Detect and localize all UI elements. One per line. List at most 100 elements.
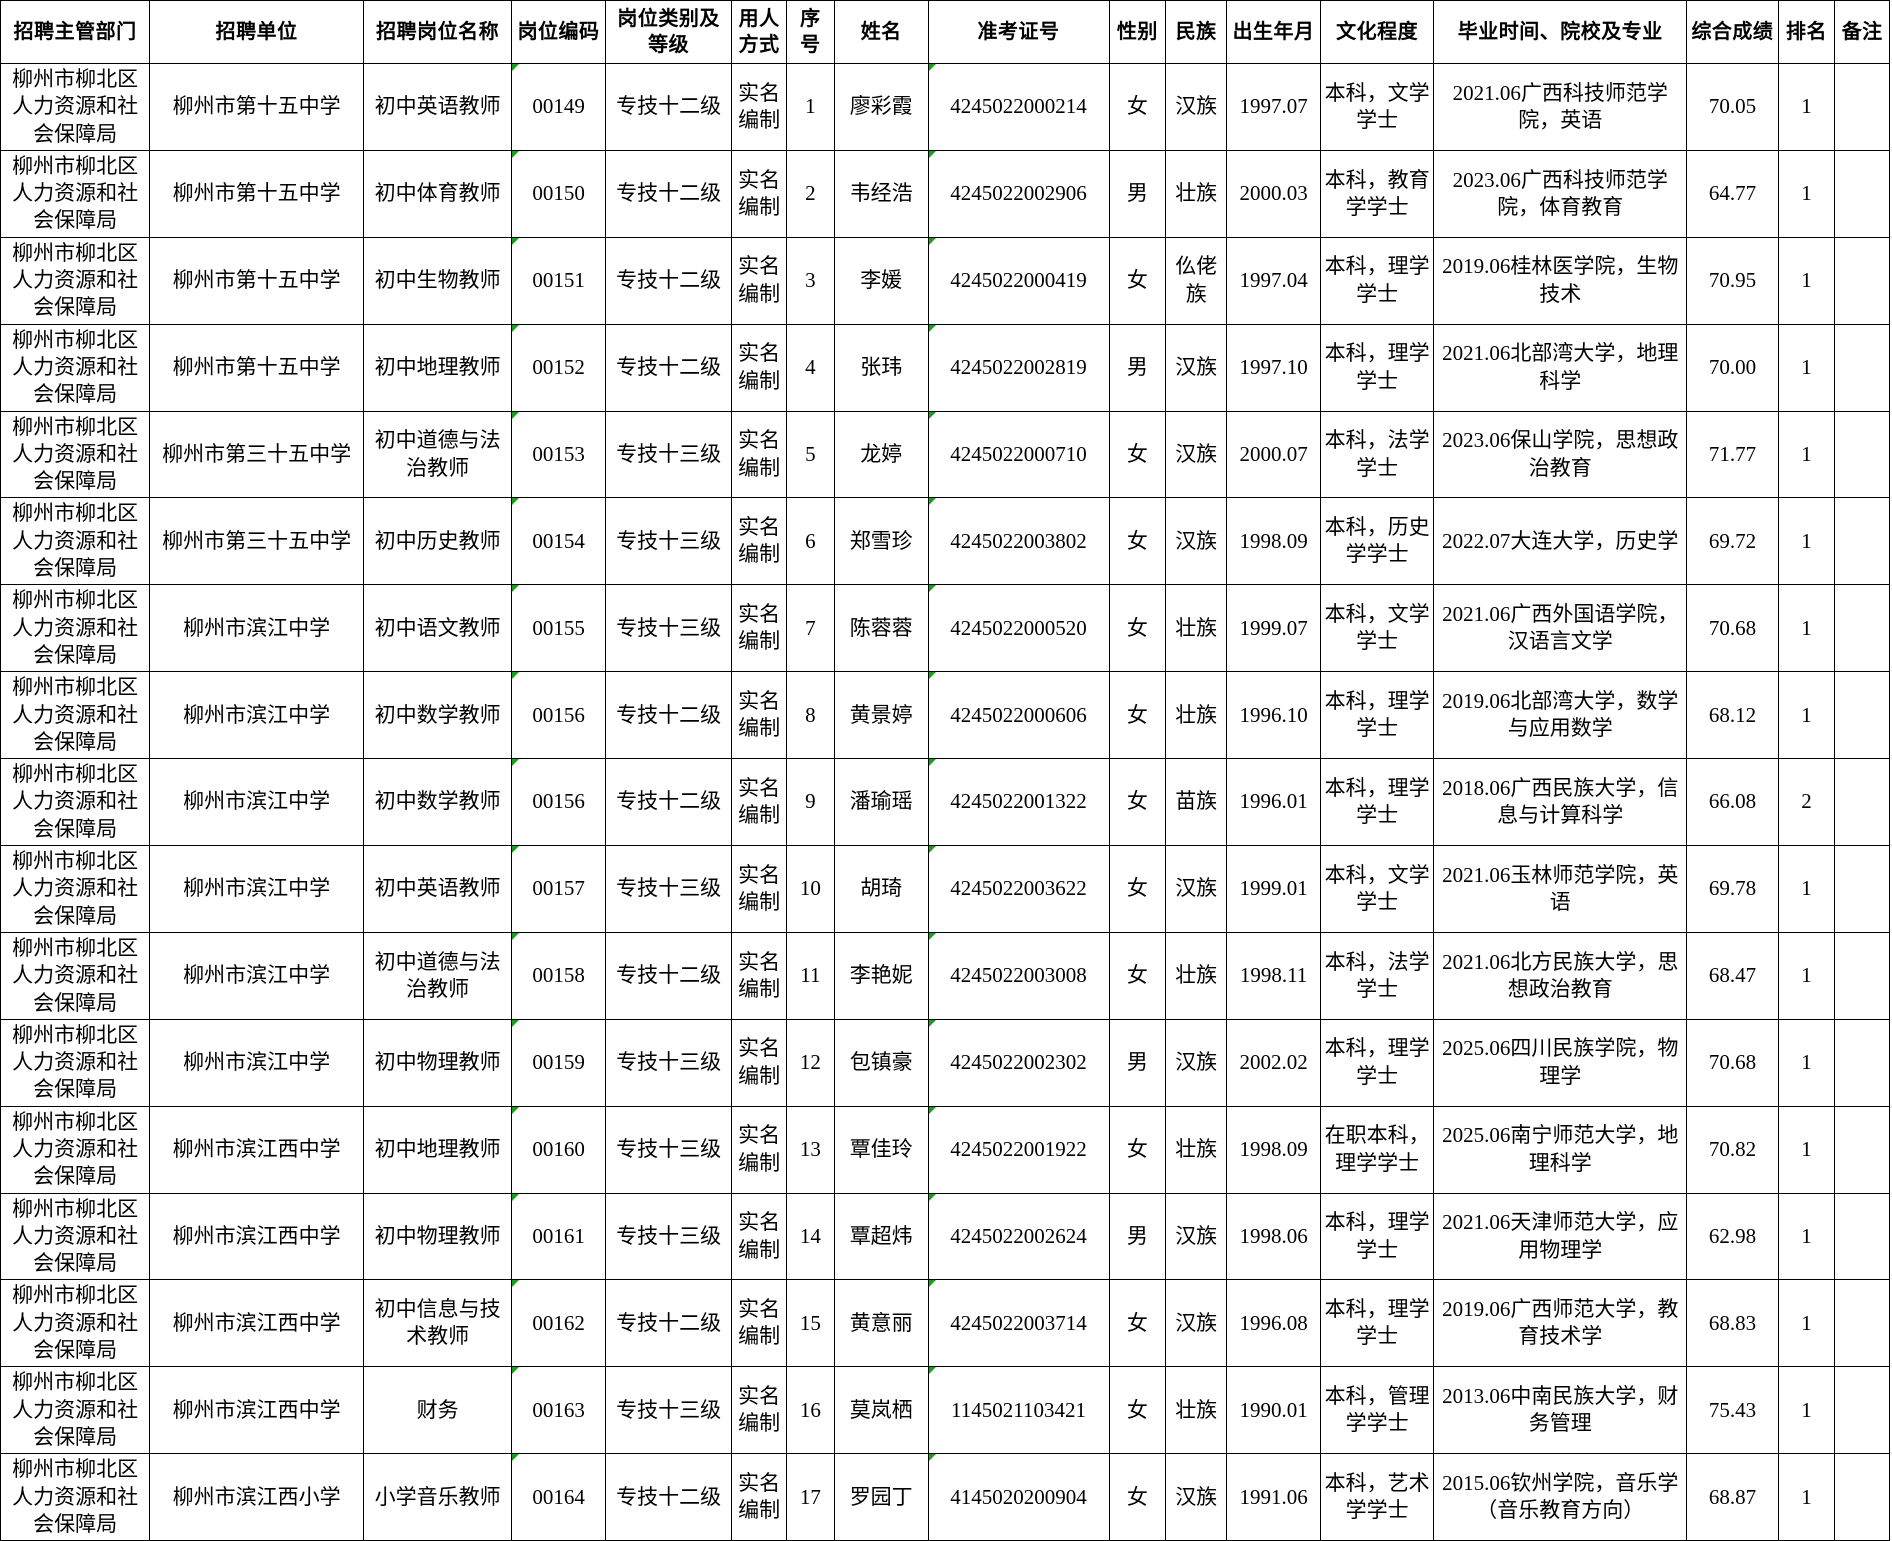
cell-seq: 9	[785, 758, 835, 847]
cell-unit: 柳州市滨江西中学	[149, 1366, 364, 1455]
cell-name: 覃佳玲	[833, 1105, 929, 1194]
cell-post: 初中生物教师	[362, 236, 513, 325]
cell-name: 覃超炜	[833, 1192, 929, 1281]
cell-name: 陈蓉蓉	[833, 584, 929, 673]
cell-edu: 本科，理学学士	[1319, 236, 1435, 325]
cell-grad: 2023.06保山学院，思想政治教育	[1433, 410, 1688, 499]
cell-grad: 2019.06广西师范大学，教育技术学	[1433, 1279, 1688, 1368]
cell-dept: 柳州市柳北区人力资源和社会保障局	[0, 410, 151, 499]
cell-score: 69.72	[1686, 497, 1779, 586]
cell-edu: 本科，法学学士	[1319, 410, 1435, 499]
cell-ticket: 1145021103421	[927, 1366, 1110, 1455]
cell-rank: 1	[1777, 63, 1836, 151]
cell-edu: 本科，文学学士	[1319, 63, 1435, 151]
cell-dept: 柳州市柳北区人力资源和社会保障局	[0, 671, 151, 760]
cell-post: 初中历史教师	[362, 497, 513, 586]
column-header-seq: 序号	[785, 0, 835, 64]
cell-gender: 男	[1108, 149, 1167, 238]
cell-dept: 柳州市柳北区人力资源和社会保障局	[0, 584, 151, 673]
cell-score: 70.82	[1686, 1105, 1779, 1194]
cell-edu: 本科，文学学士	[1319, 584, 1435, 673]
cell-remark	[1834, 1279, 1890, 1368]
cell-rank: 2	[1777, 758, 1836, 847]
cell-rank: 1	[1777, 845, 1836, 933]
cell-name: 龙婷	[833, 410, 929, 499]
cell-cat: 专技十二级	[604, 931, 733, 1020]
column-header-edu: 文化程度	[1319, 0, 1435, 64]
cell-employ: 实名编制	[731, 1366, 787, 1455]
cell-name: 黄意丽	[833, 1279, 929, 1368]
cell-unit: 柳州市滨江中学	[149, 758, 364, 847]
cell-rank: 1	[1777, 671, 1836, 760]
cell-cat: 专技十三级	[604, 1018, 733, 1107]
cell-code: 00153	[511, 410, 606, 499]
cell-dept: 柳州市柳北区人力资源和社会保障局	[0, 323, 151, 412]
cell-edu: 本科，理学学士	[1319, 758, 1435, 847]
cell-unit: 柳州市滨江西中学	[149, 1192, 364, 1281]
table-header: 招聘主管部门 招聘单位 招聘岗位名称 岗位编码 岗位类别及等级 用人方式 序号 …	[0, 0, 1890, 64]
cell-ticket: 4245022000419	[927, 236, 1110, 325]
cell-post: 初中地理教师	[362, 323, 513, 412]
cell-ethnic: 汉族	[1165, 1018, 1228, 1107]
cell-seq: 3	[785, 236, 835, 325]
cell-grad: 2019.06桂林医学院，生物技术	[1433, 236, 1688, 325]
cell-employ: 实名编制	[731, 63, 787, 151]
table-row: 柳州市柳北区人力资源和社会保障局 柳州市第十五中学 初中体育教师 00150 专技十二级…	[0, 149, 1890, 238]
cell-remark	[1834, 1105, 1890, 1194]
cell-name: 胡琦	[833, 845, 929, 933]
cell-edu: 本科，管理学学士	[1319, 1366, 1435, 1455]
cell-unit: 柳州市滨江西中学	[149, 1279, 364, 1368]
cell-seq: 15	[785, 1279, 835, 1368]
column-header-employ: 用人方式	[731, 0, 787, 64]
cell-edu: 在职本科，理学学士	[1319, 1105, 1435, 1194]
cell-employ: 实名编制	[731, 410, 787, 499]
cell-seq: 12	[785, 1018, 835, 1107]
cell-ticket: 4245022003802	[927, 497, 1110, 586]
cell-edu: 本科，艺术学学士	[1319, 1453, 1435, 1541]
cell-birth: 1998.11	[1226, 931, 1321, 1020]
cell-ticket: 4245022003622	[927, 845, 1110, 933]
cell-remark	[1834, 1453, 1890, 1541]
cell-ethnic: 汉族	[1165, 497, 1228, 586]
cell-name: 李艳妮	[833, 931, 929, 1020]
column-header-score: 综合成绩	[1686, 0, 1779, 64]
cell-code: 00152	[511, 323, 606, 412]
cell-code: 00162	[511, 1279, 606, 1368]
cell-dept: 柳州市柳北区人力资源和社会保障局	[0, 63, 151, 151]
cell-seq: 6	[785, 497, 835, 586]
cell-name: 黄景婷	[833, 671, 929, 760]
cell-seq: 10	[785, 845, 835, 933]
cell-remark	[1834, 1366, 1890, 1455]
cell-post: 初中语文教师	[362, 584, 513, 673]
cell-code: 00149	[511, 63, 606, 151]
cell-code: 00154	[511, 497, 606, 586]
cell-employ: 实名编制	[731, 323, 787, 412]
cell-edu: 本科，理学学士	[1319, 671, 1435, 760]
cell-employ: 实名编制	[731, 758, 787, 847]
cell-edu: 本科，理学学士	[1319, 1192, 1435, 1281]
cell-dept: 柳州市柳北区人力资源和社会保障局	[0, 497, 151, 586]
table-row: 柳州市柳北区人力资源和社会保障局 柳州市滨江西小学 小学音乐教师 00164 专技十二级…	[0, 1453, 1890, 1541]
cell-gender: 女	[1108, 584, 1167, 673]
cell-ethnic: 壮族	[1165, 1105, 1228, 1194]
cell-edu: 本科，文学学士	[1319, 845, 1435, 933]
table-row: 柳州市柳北区人力资源和社会保障局 柳州市滨江西中学 初中信息与技术教师 00162 专技…	[0, 1279, 1890, 1368]
cell-remark	[1834, 758, 1890, 847]
table-row: 柳州市柳北区人力资源和社会保障局 柳州市滨江西中学 财务 00163 专技十三级 实名编制…	[0, 1366, 1890, 1455]
cell-cat: 专技十三级	[604, 1105, 733, 1194]
cell-unit: 柳州市滨江中学	[149, 845, 364, 933]
cell-grad: 2021.06北方民族大学，思想政治教育	[1433, 931, 1688, 1020]
cell-remark	[1834, 584, 1890, 673]
cell-score: 71.77	[1686, 410, 1779, 499]
cell-unit: 柳州市滨江中学	[149, 584, 364, 673]
cell-score: 66.08	[1686, 758, 1779, 847]
cell-unit: 柳州市第十五中学	[149, 236, 364, 325]
column-header-ticket: 准考证号	[927, 0, 1110, 64]
cell-cat: 专技十二级	[604, 63, 733, 151]
cell-score: 70.68	[1686, 1018, 1779, 1107]
cell-employ: 实名编制	[731, 1105, 787, 1194]
cell-dept: 柳州市柳北区人力资源和社会保障局	[0, 1018, 151, 1107]
cell-code: 00161	[511, 1192, 606, 1281]
cell-score: 64.77	[1686, 149, 1779, 238]
